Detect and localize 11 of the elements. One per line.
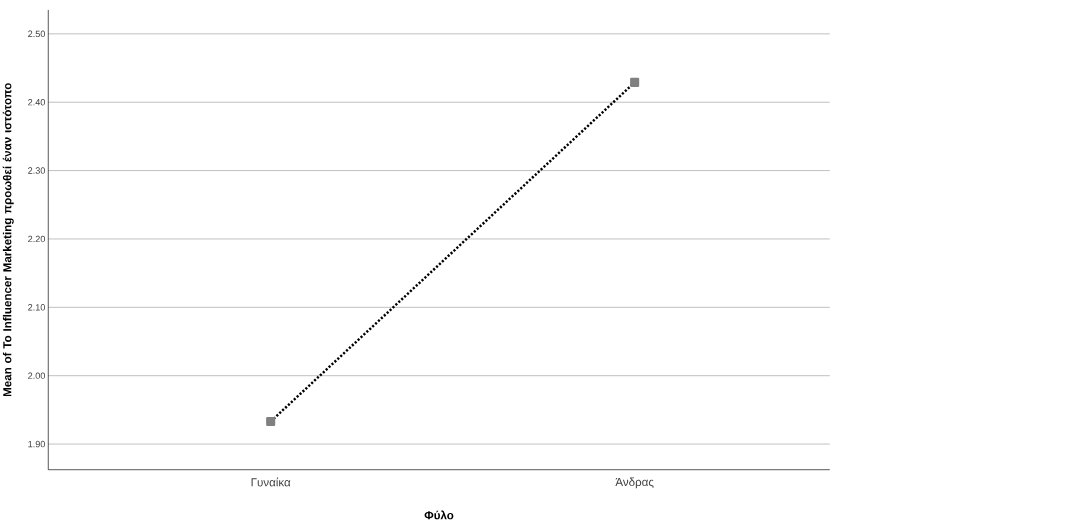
y-tick-label: 2.00 [28, 372, 46, 379]
y-tick-label: 2.50 [28, 30, 46, 37]
y-axis-title: Mean of To Influencer Marketing προωθεί έναν ιστότοπο [2, 82, 14, 396]
y-tick-label: 1.90 [28, 440, 46, 448]
y-tick-label: 2.30 [28, 167, 46, 174]
x-tick-label: Γυναίκα [251, 477, 291, 487]
y-tick-label: 2.20 [28, 235, 46, 242]
y-tick-label: 2.40 [28, 98, 46, 106]
x-axis-title: Φύλο [424, 510, 454, 520]
x-tick-label: Άνδρας [615, 477, 654, 489]
y-tick-label: 2.10 [28, 303, 46, 311]
